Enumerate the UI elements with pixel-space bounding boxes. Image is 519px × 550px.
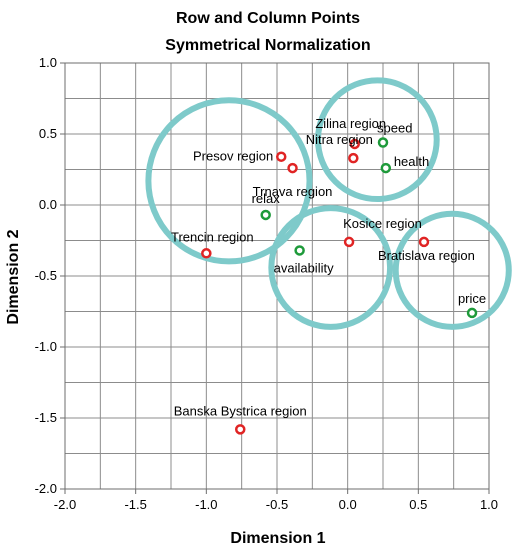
y-tick-label: 1.0 xyxy=(39,55,57,70)
y-tick-label: -2.0 xyxy=(35,481,57,496)
x-tick-label: 1.0 xyxy=(480,497,498,512)
x-tick-label: -0.5 xyxy=(266,497,288,512)
grid xyxy=(64,62,490,490)
row-point-nitra-region xyxy=(348,152,359,164)
point-label-trnava-region: Trnava region xyxy=(253,184,333,199)
point-label-bratislava-region: Bratislava region xyxy=(378,248,475,263)
cluster-circles xyxy=(145,77,512,330)
row-point-trnava-region xyxy=(287,162,298,174)
point-label-nitra-region: Nitra region xyxy=(306,132,373,147)
y-tick-label: 0.5 xyxy=(39,126,57,141)
point-label-relax: relax xyxy=(252,191,281,206)
column-point-speed xyxy=(377,137,389,148)
point-label-banska-bystrica-region: Banska Bystrica region xyxy=(174,403,307,418)
point-label-zilina-region: Zilina region xyxy=(315,116,386,131)
row-point-kosice-region xyxy=(343,236,355,248)
point-label-trencin-region: Trencin region xyxy=(171,229,254,244)
cluster-circle xyxy=(268,205,394,330)
x-tick-label: -1.0 xyxy=(195,497,217,512)
row-point-presov-region xyxy=(275,151,287,162)
cluster-circle xyxy=(314,77,440,203)
cluster-circle xyxy=(145,97,313,265)
point-label-price: price xyxy=(458,291,486,306)
x-axis-label: Dimension 1 xyxy=(230,530,325,547)
column-point-availability xyxy=(294,245,305,256)
row-point-trencin-region xyxy=(201,248,212,259)
x-tick-label: 0.5 xyxy=(409,497,427,512)
column-point-relax xyxy=(260,209,271,221)
chart-title: Row and Column Points xyxy=(176,10,360,27)
y-axis-label: Dimension 2 xyxy=(5,229,22,324)
y-tick-label: 0.0 xyxy=(39,197,57,212)
y-tick-label: -0.5 xyxy=(35,268,57,283)
y-tick-label: -1.5 xyxy=(35,410,57,425)
x-tick-label: -1.5 xyxy=(124,497,146,512)
column-point-price xyxy=(466,307,478,319)
y-tick-label: -1.0 xyxy=(35,339,57,354)
column-point-health xyxy=(380,162,392,174)
row-point-zilina-region xyxy=(349,138,360,150)
row-point-banska-bystrica-region xyxy=(235,424,246,435)
point-label-kosice-region: Kosice region xyxy=(343,216,422,231)
point-label-health: health xyxy=(394,154,429,169)
row-point-bratislava-region xyxy=(418,236,430,248)
chart-subtitle: Symmetrical Normalization xyxy=(165,37,370,54)
point-label-speed: speed xyxy=(377,121,412,136)
point-label-presov-region: Presov region xyxy=(193,149,273,164)
point-label-availability: availability xyxy=(274,260,334,275)
x-tick-label: 0.0 xyxy=(339,497,357,512)
cluster-circle xyxy=(392,210,512,330)
tick-labels: -2.0 -1.5 -1.0 -0.5 0.0 0.5 1.0 1.0 0.5 0.0 -0.5 -1… xyxy=(35,55,498,512)
x-tick-label: -2.0 xyxy=(54,497,76,512)
